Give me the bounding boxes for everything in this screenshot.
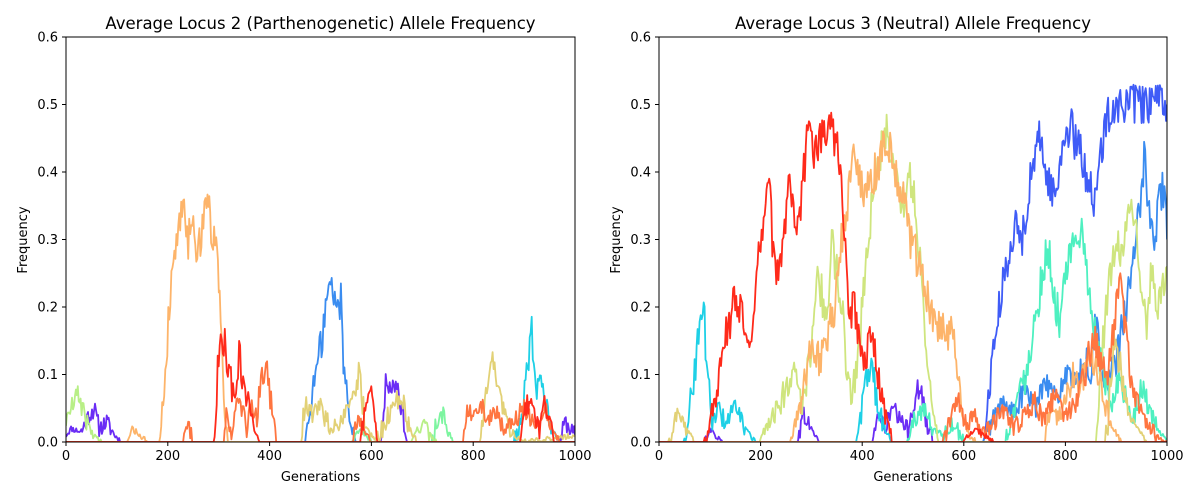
y-tick-label: 0.3 (37, 233, 58, 248)
series-line (66, 351, 575, 442)
series-line (659, 379, 1167, 442)
y-tick-label: 0.4 (37, 166, 58, 181)
x-tick-label: 0 (62, 449, 70, 464)
y-tick-label: 0.6 (630, 31, 651, 46)
y-tick-label: 0.5 (37, 98, 58, 113)
y-axis-label: Frequency (16, 206, 31, 273)
x-tick-label: 800 (461, 449, 486, 464)
series-line (659, 217, 1167, 442)
y-tick-label: 0.1 (37, 368, 58, 383)
y-tick-label: 0.5 (630, 98, 651, 113)
y-axis-label: Frequency (609, 206, 624, 273)
chart-left: Average Locus 2 (Parthenogenetic) Allele… (16, 14, 592, 485)
chart-right: Average Locus 3 (Neutral) Allele Frequen… (609, 14, 1184, 485)
y-tick-label: 0.1 (630, 368, 651, 383)
series-line (659, 113, 1167, 442)
chart-title: Average Locus 2 (Parthenogenetic) Allele… (105, 14, 535, 33)
x-tick-label: 400 (850, 449, 875, 464)
y-tick-label: 0.6 (37, 31, 58, 46)
y-tick-label: 0.2 (630, 301, 651, 316)
x-tick-label: 200 (155, 449, 180, 464)
x-tick-label: 400 (257, 449, 282, 464)
y-tick-label: 0.0 (37, 436, 58, 451)
x-axis-label: Generations (873, 470, 953, 485)
x-tick-label: 600 (359, 449, 384, 464)
series-line (659, 301, 1167, 442)
x-tick-label: 1000 (1150, 449, 1183, 464)
plot-area: 0 200 400 600 800 1000 0.0 0.1 0.2 0.3 0.4 0.5 0.6 (630, 31, 1183, 465)
x-tick-label: 200 (748, 449, 773, 464)
y-tick-label: 0.3 (630, 233, 651, 248)
x-tick-label: 800 (1053, 449, 1078, 464)
series-line (66, 360, 575, 442)
series-line (659, 83, 1167, 442)
x-tick-label: 600 (951, 449, 976, 464)
series-line (659, 272, 1167, 442)
chart-title: Average Locus 3 (Neutral) Allele Frequen… (735, 14, 1091, 33)
axes-frame (65, 36, 576, 443)
series-line (66, 277, 575, 442)
y-tick-label: 0.4 (630, 166, 651, 181)
series-line (659, 111, 1167, 442)
x-axis-label: Generations (281, 470, 361, 485)
series-lines (659, 83, 1167, 442)
x-tick-label: 0 (655, 449, 663, 464)
x-tick-label: 1000 (558, 449, 591, 464)
y-tick-label: 0.2 (37, 301, 58, 316)
plot-area: 0 200 400 600 800 1000 0.0 0.1 0.2 0.3 0.4 0.5 0.6 (37, 31, 591, 465)
y-tick-label: 0.0 (630, 436, 651, 451)
series-lines (66, 193, 575, 442)
